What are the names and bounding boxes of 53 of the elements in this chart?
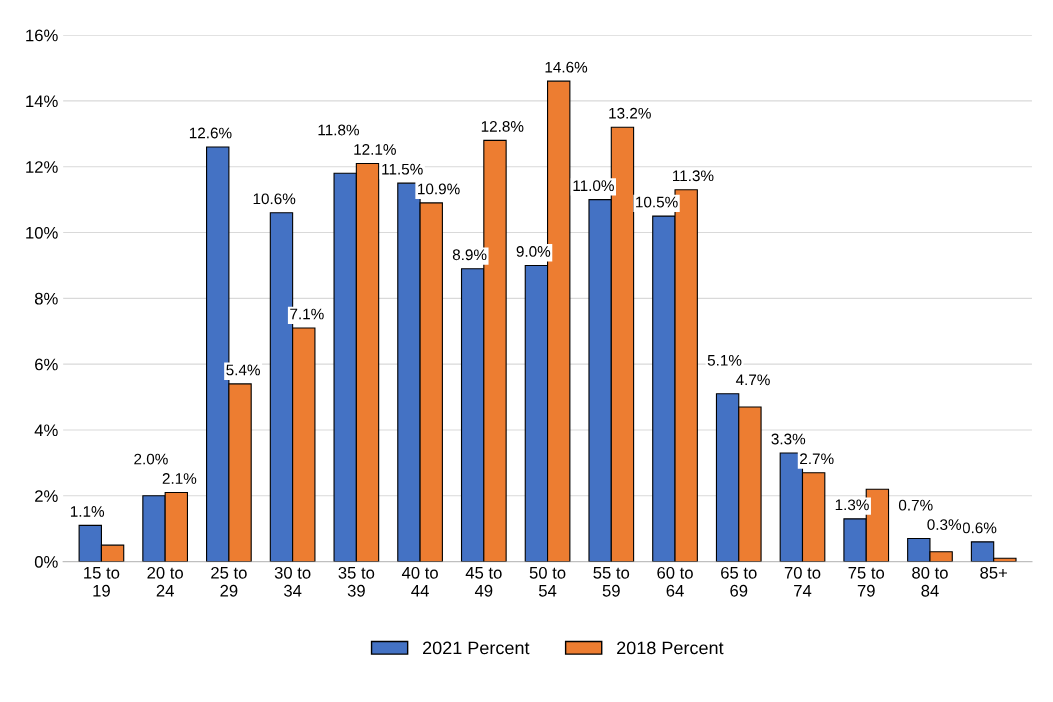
x-tick-label: 55 to 59 [593,567,630,597]
data-label: 1.3% [835,499,869,511]
data-label: 7.1% [290,308,324,320]
y-tick-label: 6% [35,358,58,371]
data-label: 10.5% [636,196,678,208]
x-tick-label: 75 to 79 [848,567,885,597]
data-label: 8.9% [452,249,487,261]
data-label: 14.6% [545,61,588,73]
data-label: 0.6% [962,522,997,534]
data-label: 0.7% [898,499,933,511]
data-label: 12.8% [481,121,524,132]
y-tick-label: 4% [34,424,58,437]
data-label: 3.3% [771,433,806,445]
data-label: 4.7% [735,374,770,386]
data-label: 11.0% [573,180,614,192]
data-label: 0.3% [927,519,962,530]
data-label: 2.0% [134,453,168,465]
data-label: 2.1% [162,473,197,484]
data-label: 11.8% [318,124,359,136]
y-tick-label: 0% [34,556,58,568]
legend-label: 2018 Percent [617,641,724,655]
x-tick-label: 15 to 19 [84,567,120,597]
data-label: 13.2% [609,107,651,119]
y-tick-label: 8% [34,292,58,305]
legend-label: 2021 Percent [423,641,530,655]
data-label: 1.1% [70,506,105,517]
data-label: 12.6% [189,127,232,139]
data-label: 10.9% [418,183,460,195]
y-tick-label: 16% [26,29,58,42]
data-label: 9.0% [516,246,551,257]
x-tick-label: 70 to 74 [784,566,821,597]
data-label: 11.5% [382,163,423,175]
x-tick-label: 65 to 69 [721,566,757,597]
x-tick-label: 20 to 24 [147,566,183,597]
x-tick-label: 40 to 44 [401,566,438,597]
x-tick-label: 45 to 49 [465,567,502,597]
x-tick-label: 35 to 39 [338,566,375,597]
x-tick-label: 85+ [980,566,1008,579]
x-tick-label: 80 to 84 [912,566,948,597]
x-tick-label: 60 to 64 [657,566,693,597]
y-tick-label: 10% [26,226,58,239]
x-tick-label: 50 to 54 [529,566,566,597]
x-tick-label: 30 to 34 [274,566,311,597]
data-label: 5.1% [707,355,742,366]
x-tick-label: 25 to 29 [211,566,247,597]
y-tick-label: 12% [26,161,58,173]
data-label: 11.3% [673,170,714,182]
data-label: 2.7% [800,453,834,465]
y-tick-label: 2% [35,490,58,502]
data-label: 10.6% [253,193,296,205]
data-label: 12.1% [354,144,396,155]
y-tick-label: 14% [26,95,58,108]
data-label: 5.4% [226,364,260,376]
